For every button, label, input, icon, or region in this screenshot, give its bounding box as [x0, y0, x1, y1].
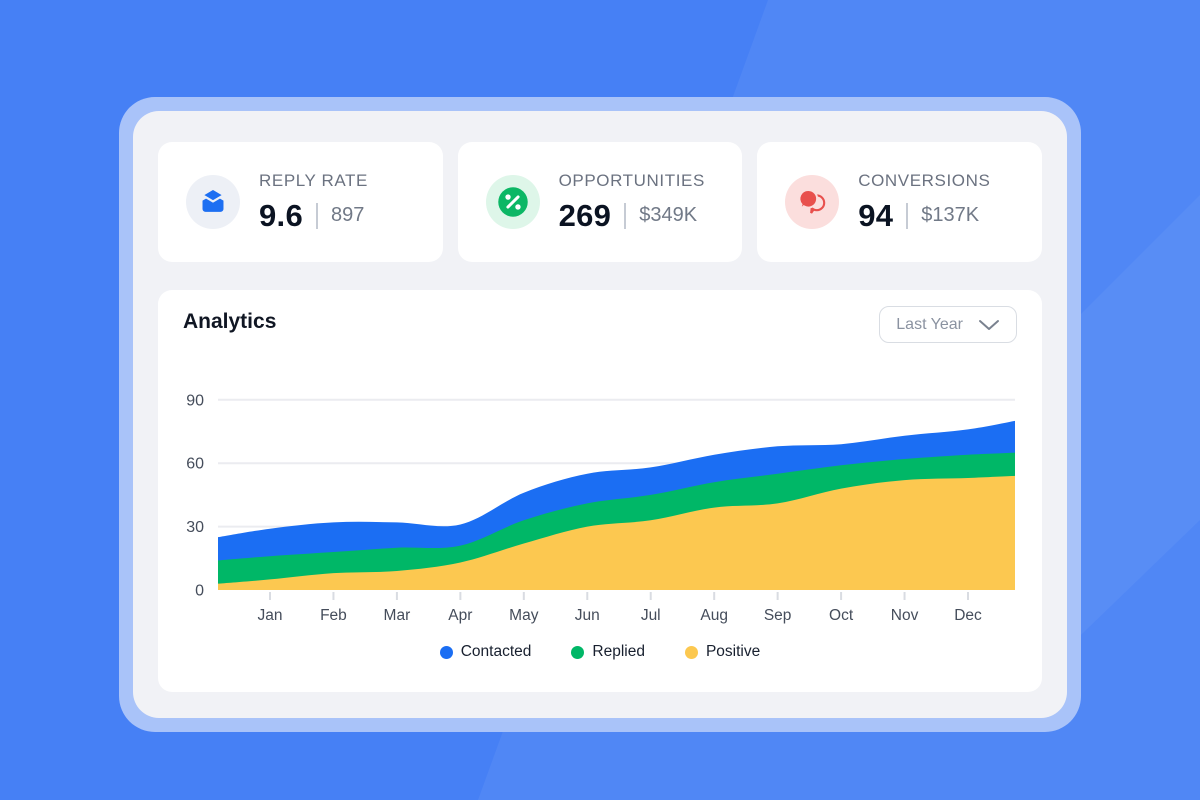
legend-label: Contacted	[460, 643, 532, 660]
legend-label: Replied	[592, 643, 645, 660]
stat-card-reply-rate: REPLY RATE 9.6 897	[158, 142, 443, 262]
stat-value: 269	[558, 197, 612, 233]
stat-label: OPPORTUNITIES	[558, 170, 705, 190]
stat-text: REPLY RATE 9.6 897	[259, 171, 368, 234]
stats-row: REPLY RATE 9.6 897	[158, 142, 1042, 262]
stacked-area-chart: 0 30 60 90 Jan Feb Mar Apr May Jun Jul Aug Sep Oct Nov…	[186, 392, 1015, 624]
stat-label: REPLY RATE	[259, 170, 368, 190]
legend-dot-contacted	[439, 645, 453, 659]
legend-item-replied: Replied	[571, 643, 645, 661]
range-dropdown-value: Last Year	[896, 315, 963, 333]
chat-bubbles-icon	[797, 188, 826, 214]
opportunities-icon-badge	[485, 175, 540, 229]
reply-rate-icon-badge	[186, 175, 240, 229]
x-axis-label-Dec: Dec	[954, 607, 982, 624]
x-axis-label-Jun: Jun	[575, 607, 600, 624]
legend-dot-replied	[571, 645, 585, 659]
stat-divider	[624, 202, 627, 229]
chart-legend: Contacted Replied Positive	[158, 642, 1042, 662]
dashboard-panel: REPLY RATE 9.6 897	[133, 111, 1067, 718]
stat-secondary-value: 897	[331, 204, 365, 226]
dashboard-frame: REPLY RATE 9.6 897	[119, 97, 1081, 732]
stat-label: CONVERSIONS	[858, 170, 991, 190]
x-axis-label-Apr: Apr	[448, 607, 472, 624]
area-positive	[218, 475, 1015, 590]
legend-item-positive: Positive	[684, 643, 761, 661]
stat-value: 9.6	[259, 197, 303, 233]
chevron-down-icon	[979, 319, 999, 330]
stat-value-row: 9.6 897	[259, 198, 368, 234]
range-dropdown[interactable]: Last Year	[879, 306, 1017, 343]
x-axis-label-Aug: Aug	[700, 607, 728, 624]
legend-dot-positive	[684, 645, 698, 659]
y-axis-label-30: 30	[186, 519, 204, 536]
stat-secondary-value: $137K	[921, 204, 980, 226]
conversions-icon-badge	[785, 175, 840, 229]
stat-divider	[906, 202, 909, 229]
stat-secondary-value: $349K	[639, 204, 698, 226]
x-axis-label-Oct: Oct	[829, 607, 854, 624]
stat-value-row: 269 $349K	[559, 198, 705, 234]
legend-item-contacted: Contacted	[439, 643, 532, 661]
x-axis-label-Jul: Jul	[641, 607, 661, 624]
x-axis-label-Feb: Feb	[320, 607, 347, 624]
y-axis-label-0: 0	[195, 583, 204, 600]
x-axis-label-Sep: Sep	[764, 607, 792, 624]
stat-divider	[316, 202, 318, 229]
x-axis-label-May: May	[509, 607, 539, 624]
stat-text: OPPORTUNITIES 269 $349K	[559, 171, 705, 234]
envelope-icon	[201, 187, 225, 212]
y-axis-label-60: 60	[186, 456, 204, 473]
x-axis-label-Mar: Mar	[384, 607, 411, 624]
y-axis-label-90: 90	[186, 392, 204, 409]
analytics-title: Analytics	[183, 310, 277, 333]
stat-text: CONVERSIONS 94 $137K	[858, 171, 990, 234]
stat-card-opportunities: OPPORTUNITIES 269 $349K	[457, 142, 743, 262]
stat-value-row: 94 $137K	[858, 198, 990, 234]
stat-value: 94	[858, 197, 894, 233]
x-axis-label-Jan: Jan	[258, 607, 283, 624]
stat-card-conversions: CONVERSIONS 94 $137K	[757, 142, 1042, 262]
legend-label: Positive	[705, 643, 761, 660]
analytics-card: Analytics Last Year 0 30 60 90 Jan Feb Mar Apr M…	[158, 290, 1042, 692]
percent-icon	[497, 187, 528, 217]
x-axis-label-Nov: Nov	[891, 607, 919, 624]
